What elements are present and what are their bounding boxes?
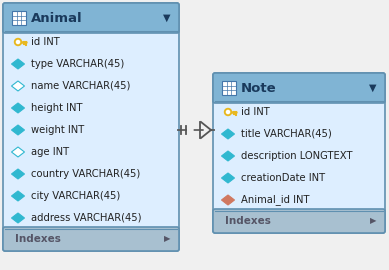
FancyBboxPatch shape [3, 227, 179, 251]
Text: city VARCHAR(45): city VARCHAR(45) [31, 191, 120, 201]
FancyBboxPatch shape [3, 3, 179, 33]
Polygon shape [12, 125, 25, 135]
Text: title VARCHAR(45): title VARCHAR(45) [241, 129, 332, 139]
Polygon shape [221, 173, 235, 183]
Text: ▶: ▶ [370, 217, 376, 225]
Text: ▼: ▼ [369, 83, 377, 93]
Bar [222, 81, 236, 95]
Polygon shape [221, 151, 235, 161]
Text: country VARCHAR(45): country VARCHAR(45) [31, 169, 140, 179]
Text: ▼: ▼ [163, 13, 171, 23]
Text: weight INT: weight INT [31, 125, 84, 135]
Circle shape [14, 39, 21, 46]
Circle shape [16, 40, 19, 43]
Polygon shape [12, 169, 25, 179]
Text: ▶: ▶ [164, 235, 170, 244]
Text: address VARCHAR(45): address VARCHAR(45) [31, 213, 142, 223]
Text: Indexes: Indexes [225, 216, 271, 226]
Bar [216, 211, 382, 221]
Text: id INT: id INT [31, 37, 60, 47]
Text: height INT: height INT [31, 103, 82, 113]
Text: creationDate INT: creationDate INT [241, 173, 325, 183]
Polygon shape [221, 129, 235, 139]
Polygon shape [12, 213, 25, 223]
Bar [216, 88, 382, 101]
Bar [6, 229, 176, 239]
Text: id INT: id INT [241, 107, 270, 117]
Polygon shape [12, 191, 25, 201]
Text: Animal_id INT: Animal_id INT [241, 195, 310, 205]
Polygon shape [12, 147, 25, 157]
FancyBboxPatch shape [213, 209, 385, 233]
FancyBboxPatch shape [213, 73, 385, 233]
Polygon shape [12, 81, 25, 91]
Text: age INT: age INT [31, 147, 69, 157]
FancyBboxPatch shape [213, 73, 385, 103]
Text: Animal: Animal [31, 12, 82, 25]
Text: Note: Note [241, 82, 277, 94]
Polygon shape [221, 195, 235, 205]
Bar [12, 11, 26, 25]
Text: name VARCHAR(45): name VARCHAR(45) [31, 81, 130, 91]
Bar [6, 18, 176, 31]
Text: description LONGTEXT: description LONGTEXT [241, 151, 352, 161]
Text: type VARCHAR(45): type VARCHAR(45) [31, 59, 124, 69]
Circle shape [224, 109, 231, 116]
Polygon shape [12, 103, 25, 113]
Polygon shape [12, 59, 25, 69]
Circle shape [226, 110, 230, 114]
Text: Indexes: Indexes [15, 234, 61, 244]
FancyBboxPatch shape [3, 3, 179, 251]
